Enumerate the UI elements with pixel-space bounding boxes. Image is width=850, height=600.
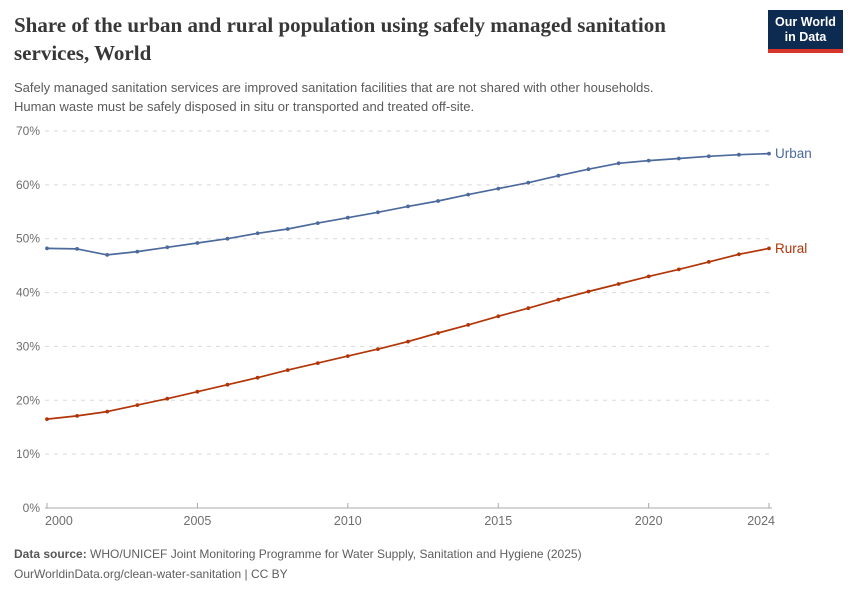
- series-point-rural-2000: [45, 417, 49, 421]
- series-point-urban-2013: [436, 199, 440, 203]
- y-tick-label-70: 70%: [16, 124, 40, 138]
- y-tick-label-30: 30%: [16, 339, 40, 353]
- series-point-rural-2009: [315, 361, 320, 365]
- series-point-rural-2011: [376, 347, 380, 351]
- x-tick-label-2024: 2024: [747, 514, 775, 528]
- x-tick-label-2015: 2015: [484, 514, 512, 528]
- series-point-urban-2006: [225, 236, 230, 241]
- owid-url-line[interactable]: OurWorldinData.org/clean-water-sanitatio…: [14, 566, 288, 581]
- x-tick-label-2010: 2010: [334, 514, 362, 528]
- data-source-label: Data source:: [14, 547, 87, 561]
- series-point-rural-2007: [255, 375, 260, 380]
- page-title: Share of the urban and rural population …: [14, 13, 666, 65]
- series-point-rural-2020: [646, 274, 651, 279]
- x-tick-label-2020: 2020: [635, 514, 663, 528]
- series-point-rural-2022: [706, 260, 711, 264]
- series-point-urban-2009: [315, 221, 320, 226]
- series-point-urban-2020: [646, 158, 651, 163]
- series-point-urban-2002: [105, 253, 110, 257]
- y-tick-label-10: 10%: [16, 447, 40, 461]
- series-point-rural-2015: [496, 314, 501, 319]
- series-point-urban-2014: [466, 192, 471, 197]
- x-tick-label-2005: 2005: [184, 514, 212, 528]
- owid-logo[interactable]: Our World in Data: [768, 10, 843, 49]
- chart-subtitle: Safely managed sanitation services are i…: [14, 78, 654, 116]
- series-point-urban-2022: [706, 154, 711, 159]
- series-point-rural-2001: [75, 414, 79, 418]
- y-tick-label-50: 50%: [16, 232, 40, 246]
- series-point-rural-2023: [737, 252, 741, 257]
- series-point-rural-2012: [406, 339, 410, 344]
- series-point-rural-2013: [436, 331, 440, 335]
- series-point-urban-2017: [556, 173, 561, 178]
- series-point-rural-2021: [676, 267, 681, 272]
- series-point-rural-2014: [466, 323, 471, 327]
- y-tick-label-40: 40%: [16, 286, 40, 300]
- series-point-rural-2006: [225, 382, 230, 387]
- series-point-urban-2016: [526, 180, 531, 185]
- series-point-urban-2019: [616, 161, 621, 166]
- series-point-rural-2008: [285, 368, 290, 372]
- data-source-line: Data source: WHO/UNICEF Joint Monitoring…: [14, 545, 582, 565]
- series-point-urban-2003: [135, 249, 140, 254]
- owid-logo-line2: in Data: [784, 30, 827, 44]
- series-line-urban: [46, 152, 770, 256]
- series-point-urban-2021: [676, 156, 681, 161]
- owid-logo-accent-bar: [768, 49, 843, 53]
- series-point-rural-2002: [105, 409, 110, 414]
- data-source-text: WHO/UNICEF Joint Monitoring Programme fo…: [90, 547, 582, 561]
- series-label-rural: Rural: [775, 241, 807, 256]
- chart-subtitle-line2: Human waste must be safely disposed in s…: [14, 99, 475, 115]
- series-point-urban-2001: [75, 247, 79, 251]
- series-point-rural-2018: [586, 289, 591, 294]
- y-tick-label-0: 0%: [23, 501, 41, 515]
- series-point-rural-2005: [195, 389, 200, 394]
- series-point-urban-2008: [285, 227, 290, 231]
- series-point-urban-2024: [767, 151, 771, 156]
- series-point-urban-2023: [737, 152, 741, 157]
- series-point-rural-2016: [526, 306, 531, 311]
- series-point-urban-2015: [496, 186, 501, 191]
- y-tick-label-60: 60%: [16, 178, 40, 192]
- owid-logo-line1: Our World: [775, 15, 836, 29]
- series-point-urban-2018: [586, 167, 591, 172]
- chart-footer: Data source: WHO/UNICEF Joint Monitoring…: [14, 545, 582, 585]
- series-point-urban-2012: [406, 204, 410, 209]
- x-tick-label-2000: 2000: [45, 514, 73, 528]
- series-point-urban-2007: [255, 231, 260, 236]
- series-point-urban-2005: [195, 241, 200, 245]
- series-point-urban-2000: [45, 246, 49, 251]
- series-point-rural-2004: [165, 396, 170, 401]
- series-line-rural: [46, 247, 770, 420]
- series-point-rural-2024: [767, 246, 771, 251]
- series-point-urban-2004: [165, 245, 170, 250]
- series-point-rural-2017: [556, 297, 561, 302]
- chart-subtitle-line1: Safely managed sanitation services are i…: [14, 80, 654, 95]
- series-point-rural-2003: [135, 403, 140, 407]
- series-point-urban-2011: [376, 210, 380, 215]
- series-point-urban-2010: [345, 215, 350, 220]
- y-tick-label-20: 20%: [16, 393, 40, 407]
- series-point-rural-2010: [345, 354, 350, 358]
- series-point-rural-2019: [616, 282, 621, 286]
- series-label-urban: Urban: [775, 146, 812, 161]
